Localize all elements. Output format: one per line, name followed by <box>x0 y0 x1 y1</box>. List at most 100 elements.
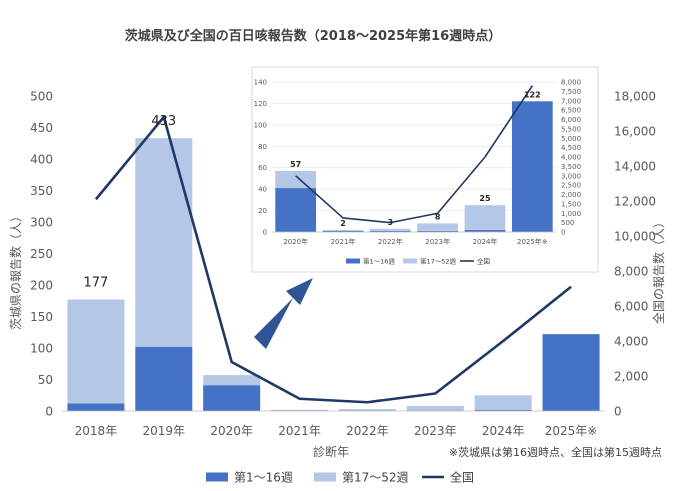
y2-tick-label: 10,000 <box>614 229 656 243</box>
legend-label: 第1～16週 <box>234 470 293 484</box>
legend-swatch <box>206 472 228 482</box>
y2-tick-label: 7,500 <box>561 88 581 96</box>
x-tick-label: 2022年 <box>378 237 403 246</box>
y2-tick-label: 8,000 <box>561 79 581 87</box>
y-tick-label: 300 <box>30 215 53 229</box>
bar-segment <box>474 409 532 411</box>
y-tick-label: 100 <box>30 341 53 355</box>
y2-tick-label: 12,000 <box>614 194 656 208</box>
data-label: 177 <box>84 275 109 290</box>
bar-segment <box>275 170 317 189</box>
y-tick-label: 120 <box>254 100 267 108</box>
x-tick-label: 2019年 <box>143 424 186 438</box>
y-tick-label: 250 <box>30 247 53 261</box>
bar-segment <box>464 205 506 230</box>
legend: 第1～16週 第17～52週 全国 <box>206 469 474 484</box>
footnote: ※茨城県は第16週時点、全国は第15週時点 <box>449 445 662 459</box>
x-tick-label: 2023年 <box>425 237 450 246</box>
legend-label: 全国 <box>450 469 474 484</box>
y-tick-label: 400 <box>30 152 53 166</box>
y-tick-label: 450 <box>30 121 53 135</box>
y-tick-label: 100 <box>254 121 267 129</box>
legend-label: 第17～52週 <box>342 470 409 484</box>
y-tick-label: 40 <box>258 186 267 194</box>
bar-segment <box>67 299 125 404</box>
bar-segment <box>67 403 125 411</box>
bar-segment <box>511 101 553 233</box>
callout-arrow <box>254 278 313 349</box>
y2-tick-label: 8,000 <box>614 264 648 278</box>
y-tick-label: 140 <box>254 79 267 87</box>
data-label: 433 <box>151 114 176 129</box>
x-tick-label: 2018年 <box>75 424 118 438</box>
y2-tick-label: 6,500 <box>561 107 581 115</box>
data-label: 2 <box>340 219 346 228</box>
legend-swatch <box>314 472 336 482</box>
x-tick-label: 2025年※ <box>545 424 598 438</box>
y2-tick-label: 4,000 <box>614 334 648 348</box>
data-label: 122 <box>524 90 541 99</box>
x-tick-label: 2023年 <box>414 424 457 438</box>
x-tick-label: 2024年 <box>482 424 525 438</box>
y2-tick-label: 18,000 <box>614 89 656 103</box>
bar-segment <box>369 230 411 232</box>
y2-tick-label: 6,000 <box>614 299 648 313</box>
x-tick-label: 2025年※ <box>517 237 548 246</box>
y2-tick-label: 500 <box>561 219 574 227</box>
y2-tick-label: 7,000 <box>561 97 581 105</box>
bar-segment <box>417 230 459 232</box>
y2-tick-label: 5,500 <box>561 125 581 133</box>
bar-segment <box>275 188 317 232</box>
y2-tick-label: 2,000 <box>561 191 581 199</box>
bar-segment <box>135 138 193 347</box>
series-line <box>94 115 572 404</box>
y-tick-label: 0 <box>45 404 53 418</box>
x-tick-label: 2021年 <box>331 237 356 246</box>
y2-tick-label: 4,500 <box>561 144 581 152</box>
bar-segment <box>322 229 364 231</box>
y-tick-label: 200 <box>30 278 53 292</box>
y-tick-label: 80 <box>258 143 267 151</box>
y-tick-label: 500 <box>30 89 53 103</box>
data-label: 25 <box>479 194 491 203</box>
bar-segment <box>464 229 506 232</box>
data-label: 3 <box>388 218 394 227</box>
legend-swatch <box>346 258 360 264</box>
y-tick-label: 350 <box>30 184 53 198</box>
y2-tick-label: 0 <box>561 229 565 237</box>
y2-tick-label: 14,000 <box>614 159 656 173</box>
main-plot: 05010015020025030035040045050002,0004,00… <box>30 89 656 438</box>
y2-tick-label: 1,500 <box>561 200 581 208</box>
y-tick-label: 50 <box>38 373 53 387</box>
y2-tick-label: 3,000 <box>561 172 581 180</box>
y2-tick-label: 0 <box>614 404 622 418</box>
bar-segment <box>135 346 193 411</box>
bar-segment <box>322 230 364 232</box>
y2-tick-label: 6,000 <box>561 116 581 124</box>
bar-segment <box>542 334 600 411</box>
bar-segment <box>406 405 464 411</box>
data-label: 8 <box>435 212 441 221</box>
x-tick-label: 2020年 <box>210 424 253 438</box>
x-tick-label: 2021年 <box>278 424 321 438</box>
bar-segment <box>203 385 261 411</box>
legend-swatch <box>403 258 417 264</box>
y2-tick-label: 1,000 <box>561 210 581 218</box>
y2-tick-label: 4,000 <box>561 154 581 162</box>
x-tick-label: 2022年 <box>346 424 389 438</box>
x-tick-label: 2024年 <box>473 237 498 246</box>
x-axis-label: 診断年 <box>313 444 349 459</box>
data-label: 57 <box>290 160 301 169</box>
y-axis-label: 茨城県の報告数（人） <box>8 210 23 330</box>
y2-axis-label: 全国の報告数（人） <box>651 216 666 324</box>
chart-title: 茨城県及び全国の百日咳報告数（2018～2025年第16週時点） <box>125 28 501 44</box>
y-tick-label: 60 <box>258 164 267 172</box>
y2-tick-label: 3,500 <box>561 163 581 171</box>
bar-segment <box>369 228 411 231</box>
y2-tick-label: 5,000 <box>561 135 581 143</box>
x-tick-label: 2020年 <box>283 237 308 246</box>
y2-tick-label: 2,000 <box>614 369 648 383</box>
